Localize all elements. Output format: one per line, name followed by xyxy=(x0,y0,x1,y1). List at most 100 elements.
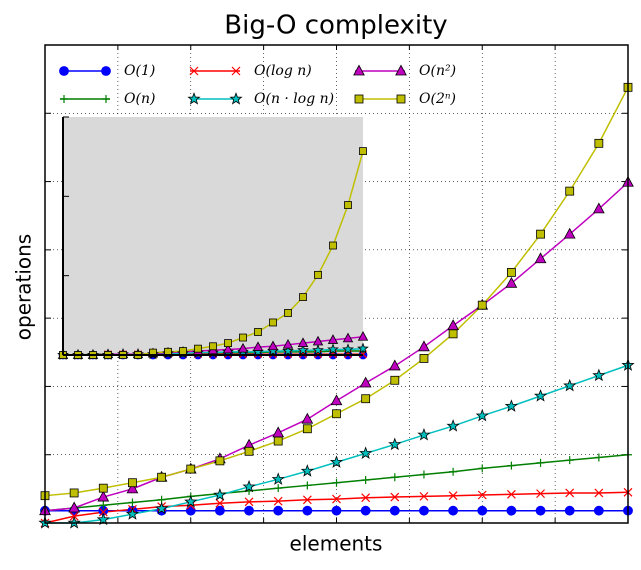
marker xyxy=(68,501,81,513)
marker xyxy=(507,461,516,470)
marker xyxy=(506,505,517,516)
chart-title: Big-O complexity xyxy=(224,11,447,41)
marker xyxy=(99,501,108,510)
marker xyxy=(361,493,371,503)
marker xyxy=(564,505,575,516)
marker xyxy=(302,495,312,505)
marker xyxy=(303,481,312,490)
marker xyxy=(565,456,574,465)
marker xyxy=(69,488,79,498)
marker xyxy=(593,505,604,516)
marker xyxy=(312,344,324,356)
marker xyxy=(477,505,488,516)
marker xyxy=(237,342,249,353)
marker xyxy=(329,455,344,468)
marker xyxy=(215,505,225,516)
marker xyxy=(357,331,369,341)
marker xyxy=(332,478,341,487)
marker xyxy=(274,484,283,493)
marker xyxy=(361,394,371,404)
plot-frame xyxy=(44,44,629,524)
marker xyxy=(447,319,459,331)
legend-label: O(1) xyxy=(124,63,155,79)
marker xyxy=(332,494,341,504)
marker xyxy=(448,329,458,339)
marker xyxy=(272,426,285,438)
marker xyxy=(360,505,371,516)
marker xyxy=(252,341,264,351)
marker xyxy=(215,498,225,508)
marker xyxy=(185,505,196,516)
marker xyxy=(184,494,198,508)
marker xyxy=(284,309,292,317)
marker xyxy=(273,496,283,506)
marker xyxy=(592,202,605,214)
marker xyxy=(155,501,169,515)
marker xyxy=(299,293,307,301)
marker xyxy=(388,437,402,451)
marker xyxy=(329,241,337,250)
marker xyxy=(213,488,227,501)
marker xyxy=(273,505,284,516)
legend-marker xyxy=(395,64,407,76)
marker xyxy=(419,491,429,501)
marker xyxy=(534,252,547,264)
marker xyxy=(269,318,277,327)
marker xyxy=(342,332,354,343)
marker xyxy=(244,497,254,507)
marker xyxy=(478,464,487,473)
marker xyxy=(361,475,370,484)
marker xyxy=(477,300,487,310)
marker xyxy=(390,375,400,385)
legend-marker xyxy=(102,95,110,103)
legend-marker xyxy=(231,66,241,76)
marker xyxy=(244,446,254,456)
marker xyxy=(126,482,139,494)
marker xyxy=(419,505,429,516)
marker xyxy=(594,453,603,462)
marker xyxy=(390,492,400,502)
y-axis-label: operations xyxy=(12,234,36,340)
marker xyxy=(357,342,369,354)
marker xyxy=(563,227,576,239)
legend-label: O(2ⁿ) xyxy=(419,91,456,107)
marker xyxy=(327,343,339,355)
marker xyxy=(301,412,314,424)
legend-label: O(log n) xyxy=(254,63,312,79)
marker xyxy=(389,505,400,516)
marker xyxy=(244,505,254,516)
marker xyxy=(505,276,518,288)
legend-marker xyxy=(189,66,199,76)
marker xyxy=(565,488,575,498)
marker xyxy=(565,186,575,196)
marker xyxy=(331,505,342,516)
x-axis-label: elements xyxy=(290,532,383,556)
marker xyxy=(563,378,577,392)
marker xyxy=(297,337,309,347)
marker xyxy=(594,488,604,498)
marker xyxy=(254,328,262,336)
marker xyxy=(179,347,187,355)
marker xyxy=(157,472,167,482)
marker xyxy=(273,436,283,446)
marker xyxy=(448,491,458,501)
marker xyxy=(149,348,157,357)
legend-label: O(n · log n) xyxy=(254,91,334,107)
legend-marker xyxy=(101,66,111,76)
marker xyxy=(186,464,196,474)
inset-background xyxy=(63,117,363,355)
marker xyxy=(224,339,232,348)
marker xyxy=(359,376,372,388)
marker xyxy=(359,147,367,156)
marker xyxy=(533,389,548,402)
legend-label: O(n) xyxy=(124,91,155,107)
marker xyxy=(128,498,137,507)
marker xyxy=(506,489,516,499)
marker xyxy=(98,483,108,493)
marker xyxy=(302,505,313,516)
marker xyxy=(239,333,247,342)
marker xyxy=(418,340,430,352)
marker xyxy=(419,354,429,363)
marker xyxy=(390,473,399,482)
